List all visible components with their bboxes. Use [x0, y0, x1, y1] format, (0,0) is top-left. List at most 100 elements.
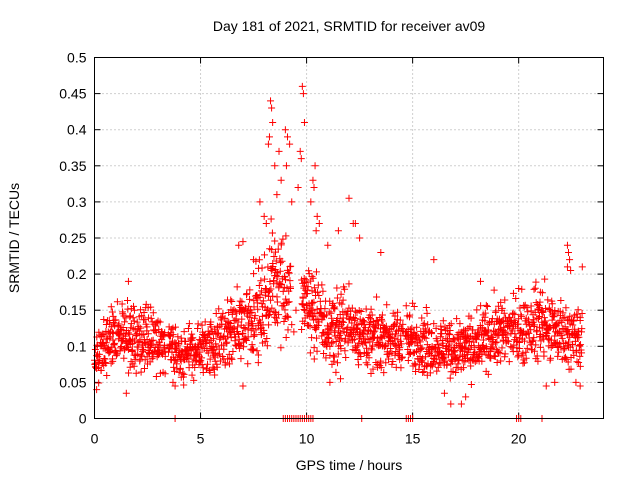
data-point	[132, 351, 140, 359]
y-tick-label: 0.4	[67, 122, 87, 138]
data-point	[320, 349, 328, 357]
data-point	[578, 325, 586, 333]
data-point	[575, 342, 583, 350]
data-point	[329, 299, 337, 307]
data-point	[527, 326, 535, 334]
data-point	[548, 300, 556, 308]
data-point	[281, 276, 289, 284]
data-point	[251, 312, 259, 320]
data-point	[482, 301, 490, 309]
data-point	[267, 215, 275, 223]
data-point	[333, 359, 341, 367]
data-point	[339, 318, 347, 326]
data-point	[128, 347, 136, 355]
data-point	[518, 285, 526, 293]
data-point	[575, 333, 583, 341]
data-point	[515, 345, 523, 353]
data-point	[545, 305, 553, 313]
data-point	[394, 326, 402, 334]
data-point	[221, 359, 229, 367]
plot-frame	[94, 57, 604, 419]
data-point	[443, 361, 451, 369]
data-point	[578, 263, 586, 271]
data-point	[406, 325, 414, 333]
data-point	[298, 300, 306, 308]
data-point	[182, 337, 190, 345]
data-point	[306, 322, 314, 330]
data-point	[189, 334, 197, 342]
data-point	[418, 344, 426, 352]
data-point	[296, 147, 304, 155]
data-point	[268, 104, 276, 112]
data-point	[100, 331, 108, 339]
data-point	[212, 340, 220, 348]
data-point	[530, 285, 538, 293]
data-point	[517, 311, 525, 319]
data-point	[540, 314, 548, 322]
data-point	[256, 293, 264, 301]
data-point	[101, 358, 109, 366]
data-point	[265, 311, 273, 319]
x-tick-label: 5	[197, 431, 205, 447]
data-point	[341, 347, 349, 355]
data-point	[124, 345, 132, 353]
data-point	[503, 337, 511, 345]
data-point	[236, 297, 244, 305]
data-point	[420, 319, 428, 327]
data-point	[288, 321, 296, 329]
data-point	[446, 326, 454, 334]
data-point	[329, 352, 337, 360]
data-point	[276, 279, 284, 287]
data-point	[538, 307, 546, 315]
data-point	[315, 220, 323, 228]
data-point	[373, 293, 381, 301]
data-point	[268, 229, 276, 237]
data-point	[121, 345, 129, 353]
data-point	[140, 330, 148, 338]
data-point	[109, 312, 117, 320]
data-point	[359, 317, 367, 325]
data-point	[277, 259, 285, 267]
data-point	[563, 241, 571, 249]
data-point	[213, 363, 221, 371]
data-point	[404, 357, 412, 365]
data-point	[282, 232, 290, 240]
data-point	[130, 317, 138, 325]
data-point	[233, 283, 241, 291]
data-point	[538, 309, 546, 317]
data-point	[542, 382, 550, 390]
data-point	[115, 332, 123, 340]
data-point	[226, 360, 234, 368]
data-point	[345, 315, 353, 323]
data-point	[191, 363, 199, 371]
data-point	[507, 343, 515, 351]
data-point	[573, 310, 581, 318]
data-point	[367, 369, 375, 377]
data-point	[310, 298, 318, 306]
data-point	[228, 310, 236, 318]
data-point	[566, 312, 574, 320]
data-point	[222, 339, 230, 347]
data-point	[576, 362, 584, 370]
data-point	[120, 354, 128, 362]
data-point	[264, 312, 272, 320]
data-point	[277, 280, 285, 288]
data-point	[241, 325, 249, 333]
data-point	[557, 296, 565, 304]
data-point	[313, 305, 321, 313]
data-point	[527, 307, 535, 315]
data-point	[263, 335, 271, 343]
data-point	[246, 309, 254, 317]
data-point	[150, 348, 158, 356]
y-tick-label: 0.15	[59, 302, 86, 318]
data-point	[139, 346, 147, 354]
data-point	[275, 311, 283, 319]
data-point	[143, 327, 151, 335]
data-point	[511, 310, 519, 318]
data-point	[345, 194, 353, 202]
data-point	[95, 358, 103, 366]
data-point	[333, 284, 341, 292]
data-point	[95, 379, 103, 387]
data-point	[564, 325, 572, 333]
data-point	[434, 363, 442, 371]
